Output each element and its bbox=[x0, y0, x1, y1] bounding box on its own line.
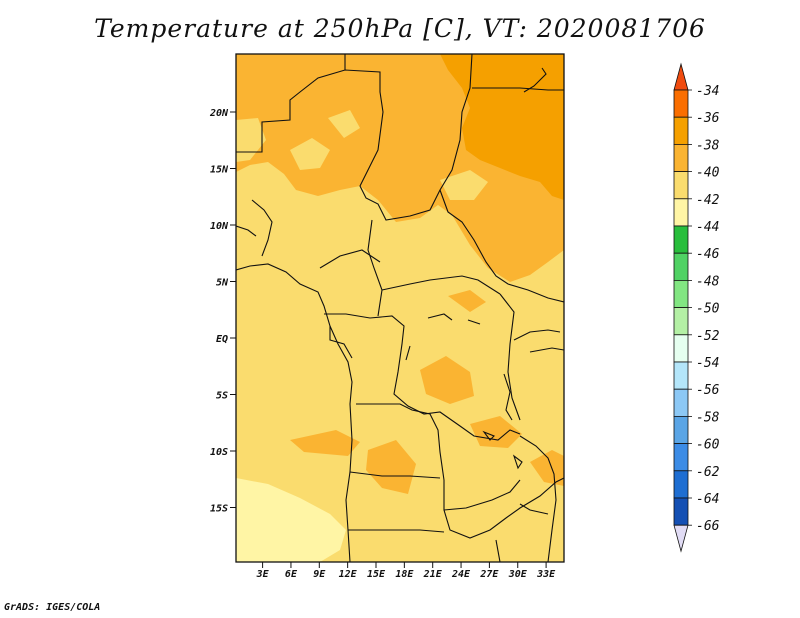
colorbar-swatch bbox=[673, 225, 689, 254]
field-patch-6 bbox=[290, 430, 360, 456]
chart-title: Temperature at 250hPa [C], VT: 202008170… bbox=[94, 14, 706, 43]
field-patch-10 bbox=[448, 290, 486, 312]
field-patch-8 bbox=[470, 416, 522, 448]
field-patch-1 bbox=[290, 138, 330, 170]
lat-tick-label: 10N bbox=[210, 221, 229, 232]
colorbar-label: -60 bbox=[696, 438, 720, 453]
field-southwest-cool bbox=[236, 478, 346, 562]
lon-tick-label: 30E bbox=[508, 569, 528, 580]
field-patch-4 bbox=[440, 170, 488, 200]
colorbar-label: -38 bbox=[696, 138, 720, 153]
lon-ticks bbox=[262, 562, 547, 568]
colorbar-label: -48 bbox=[696, 274, 720, 289]
lat-tick-label: 5N bbox=[216, 278, 229, 289]
lon-tick-label: 18E bbox=[395, 569, 414, 580]
lat-tick-label: 20N bbox=[209, 108, 229, 119]
colorbar-swatch bbox=[673, 198, 689, 227]
lon-tick-label: 33E bbox=[536, 569, 556, 580]
colorbar-swatch bbox=[673, 497, 689, 526]
colorbar-label: -62 bbox=[696, 465, 720, 480]
field-northeast-warmest bbox=[440, 54, 564, 200]
colorbar-label: -46 bbox=[696, 247, 720, 262]
colorbar-label: -44 bbox=[696, 220, 719, 235]
colorbar-swatch bbox=[673, 470, 689, 499]
field-patch-7 bbox=[366, 440, 416, 494]
colorbar-swatch bbox=[673, 116, 689, 145]
colorbar-label: -54 bbox=[696, 356, 719, 371]
country-borders bbox=[236, 54, 564, 562]
field-patch-9 bbox=[530, 450, 564, 486]
colorbar-label: -36 bbox=[696, 111, 720, 126]
colorbar-swatch bbox=[673, 89, 689, 118]
field-patch-2 bbox=[236, 118, 266, 162]
lon-tick-label: 15E bbox=[367, 569, 386, 580]
lon-tick-label: 3E bbox=[256, 569, 270, 580]
colorbar-upper-arrow bbox=[673, 62, 689, 91]
colorbar-swatch bbox=[673, 307, 689, 336]
colorbar-lower-arrow bbox=[673, 524, 689, 553]
colorbar-swatch bbox=[673, 415, 689, 444]
colorbar bbox=[673, 62, 692, 553]
lat-ticks bbox=[230, 111, 236, 508]
colorbar-swatch bbox=[673, 361, 689, 390]
lon-tick-label: 24E bbox=[451, 569, 471, 580]
colorbar-label: -52 bbox=[696, 329, 720, 344]
colorbar-swatch bbox=[673, 171, 689, 200]
lon-tick-label: 12E bbox=[339, 569, 358, 580]
colorbar-label: -58 bbox=[696, 410, 720, 425]
grads-credit: GrADS: IGES/COLA bbox=[4, 602, 101, 613]
colorbar-label: -50 bbox=[696, 302, 720, 317]
plot-frame bbox=[235, 53, 565, 563]
lat-tick-label: EQ bbox=[216, 334, 228, 345]
lat-tick-label: 5S bbox=[216, 391, 228, 402]
colorbar-swatch bbox=[673, 279, 689, 308]
lon-tick-label: 21E bbox=[423, 569, 443, 580]
field-patch-5 bbox=[420, 356, 474, 404]
colorbar-label: -56 bbox=[696, 383, 720, 398]
colorbar-swatch bbox=[673, 443, 689, 472]
lat-tick-label: 15N bbox=[210, 165, 229, 176]
colorbar-label: -34 bbox=[696, 84, 719, 99]
lat-tick-label: 15S bbox=[210, 504, 228, 515]
colorbar-swatch bbox=[673, 252, 689, 281]
lon-tick-label: 27E bbox=[479, 569, 499, 580]
lat-tick-label: 10S bbox=[210, 447, 228, 458]
lon-tick-label: 9E bbox=[313, 569, 326, 580]
colorbar-label: -64 bbox=[696, 492, 719, 507]
colorbar-swatch bbox=[673, 143, 689, 172]
colorbar-label: -66 bbox=[696, 519, 720, 534]
field-patch-3 bbox=[328, 110, 360, 138]
colorbar-swatch bbox=[673, 334, 689, 363]
colorbar-label: -40 bbox=[696, 166, 720, 181]
colorbar-swatch bbox=[673, 388, 689, 417]
colorbar-label: -42 bbox=[696, 193, 720, 208]
lon-tick-label: 6E bbox=[285, 569, 298, 580]
